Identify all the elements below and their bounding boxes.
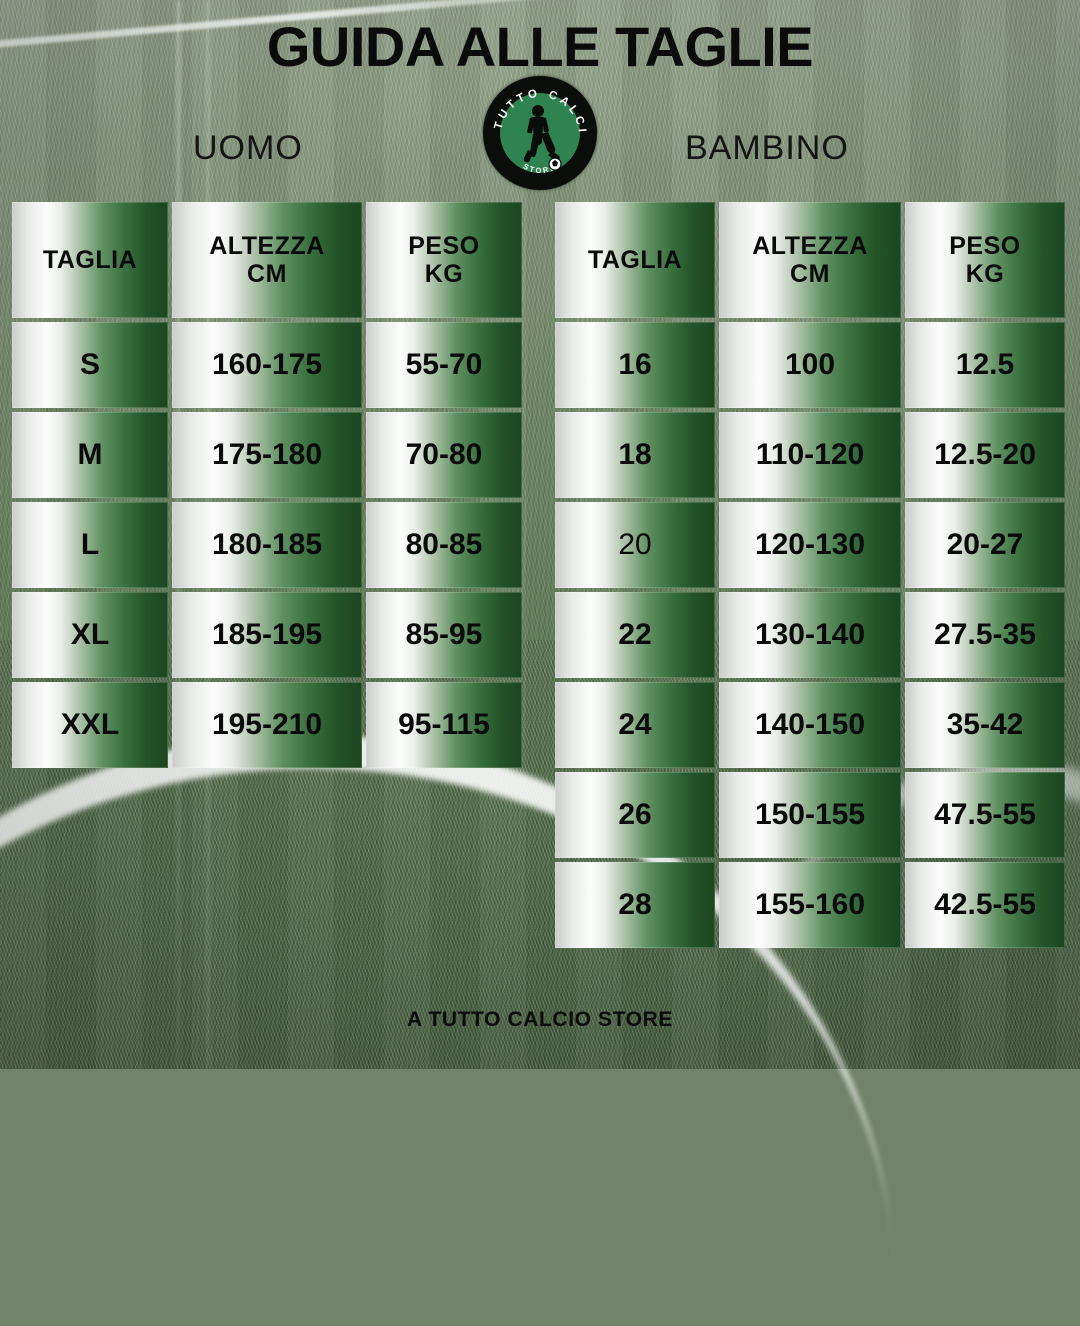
table-label-bambino: BAMBINO [685,129,849,167]
table-row: XXL 195-210 95-115 [12,682,522,768]
footer-brand: A TUTTO CALCIO STORE [407,1008,673,1031]
header-label-line1: PESO [949,232,1021,260]
table-row: 16 100 12.5 [555,322,1065,408]
brand-logo: A TUTTO CALCIO STORE [483,76,597,190]
header-label-line1: ALTEZZA [752,232,868,260]
table-row: 26 150-155 47.5-55 [555,772,1065,858]
table-row: M 175-180 70-80 [12,412,522,498]
cell-peso: 70-80 [366,412,522,498]
header-label-line1: TAGLIA [42,246,138,274]
cell-altezza: 185-195 [172,592,362,678]
cell-altezza: 140-150 [719,682,901,768]
cell-altezza: 130-140 [719,592,901,678]
table-row: XL 185-195 85-95 [12,592,522,678]
header-label-line2: KG [965,260,1005,288]
table-row: 18 110-120 12.5-20 [555,412,1065,498]
header-cell-altezza: ALTEZZA CM [719,202,901,318]
logo-artwork: A TUTTO CALCIO STORE [483,76,585,175]
cell-altezza: 195-210 [172,682,362,768]
cell-altezza: 160-175 [172,322,362,408]
page-title: GUIDA ALLE TAGLIE [266,15,814,78]
header-label-line2: CM [247,260,287,288]
header-cell-peso: PESO KG [905,202,1065,318]
table-row: S 160-175 55-70 [12,322,522,408]
cell-taglia: 16 [555,322,715,408]
cell-taglia: 22 [555,592,715,678]
header-label-line1: ALTEZZA [209,232,325,260]
cell-peso: 12.5 [905,322,1065,408]
cell-taglia: 28 [555,862,715,948]
table-row: 22 130-140 27.5-35 [555,592,1065,678]
cell-altezza: 120-130 [719,502,901,588]
table-row: 28 155-160 42.5-55 [555,862,1065,948]
cell-taglia: 26 [555,772,715,858]
header-label-line1: TAGLIA [587,246,683,274]
cell-taglia: XXL [12,682,168,768]
cell-altezza: 180-185 [172,502,362,588]
table-row: L 180-185 80-85 [12,502,522,588]
cell-altezza: 150-155 [719,772,901,858]
table-label-uomo: UOMO [193,129,303,167]
cell-peso: 55-70 [366,322,522,408]
cell-altezza: 175-180 [172,412,362,498]
table-header-row: TAGLIA ALTEZZA CM PESO KG [555,202,1065,318]
cell-taglia: L [12,502,168,588]
cell-peso: 42.5-55 [905,862,1065,948]
soccer-player-icon [523,105,560,163]
cell-altezza: 155-160 [719,862,901,948]
table-header-row: TAGLIA ALTEZZA CM PESO KG [12,202,522,318]
cell-taglia: 20 [555,502,715,588]
cell-peso: 27.5-35 [905,592,1065,678]
cell-taglia: XL [12,592,168,678]
table-row: 24 140-150 35-42 [555,682,1065,768]
cell-peso: 12.5-20 [905,412,1065,498]
table-row: 20 120-130 20-27 [555,502,1065,588]
size-table-bambino: TAGLIA ALTEZZA CM PESO KG 16 100 12.5 18 110-120 1… [555,202,1065,948]
header-cell-taglia: TAGLIA [555,202,715,318]
header-cell-peso: PESO KG [366,202,522,318]
header-label-line1: PESO [408,232,480,260]
cell-peso: 80-85 [366,502,522,588]
header-cell-taglia: TAGLIA [12,202,168,318]
cell-altezza: 110-120 [719,412,901,498]
cell-peso: 35-42 [905,682,1065,768]
cell-taglia: S [12,322,168,408]
cell-peso: 47.5-55 [905,772,1065,858]
header-label-line2: CM [790,260,830,288]
header-cell-altezza: ALTEZZA CM [172,202,362,318]
cell-peso: 20-27 [905,502,1065,588]
cell-taglia: 24 [555,682,715,768]
size-table-uomo: TAGLIA ALTEZZA CM PESO KG S 160-175 55-70 M 175-1… [12,202,522,768]
header-label-line2: KG [424,260,464,288]
cell-taglia: M [12,412,168,498]
cell-taglia: 18 [555,412,715,498]
cell-altezza: 100 [719,322,901,408]
svg-text:STORE: STORE [522,162,559,175]
cell-peso: 85-95 [366,592,522,678]
cell-peso: 95-115 [366,682,522,768]
